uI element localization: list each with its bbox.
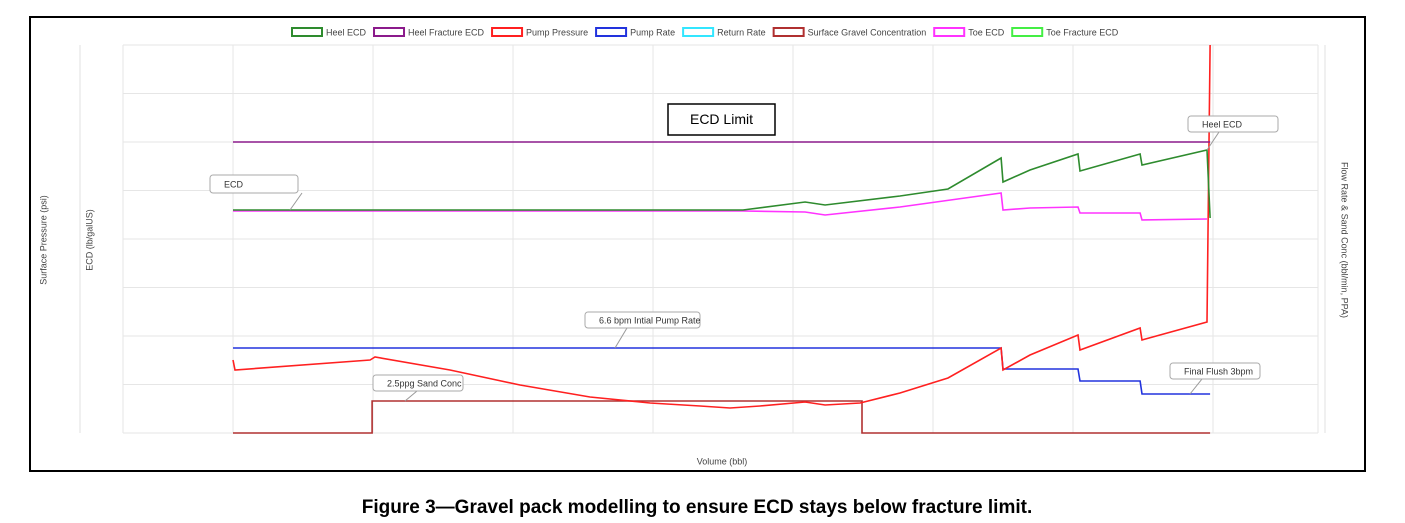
legend-label: Toe Fracture ECD — [1046, 27, 1119, 37]
series-line — [233, 149, 1211, 219]
legend-label: Return Rate — [717, 27, 766, 37]
callout-pointer — [404, 390, 418, 402]
annotation: 6.6 bpm Intial Pump Rate — [599, 315, 701, 325]
legend-label: Toe ECD — [968, 27, 1005, 37]
caption: Figure 3—Gravel pack modelling to ensure… — [362, 497, 1032, 518]
legend-swatch — [1011, 27, 1044, 37]
legend-label: Surface Gravel Concentration — [808, 27, 927, 37]
legend-label: Pump Pressure — [526, 27, 588, 37]
annotation: Final Flush 3bpm — [1184, 366, 1253, 376]
frame — [29, 16, 1366, 472]
legend-label: Pump Rate — [630, 27, 675, 37]
callout-pointer — [614, 327, 628, 349]
callout-box — [1169, 362, 1261, 380]
legend-swatch — [772, 27, 805, 37]
legend-swatch — [595, 27, 628, 37]
annotation: ECD — [224, 179, 244, 189]
callout-box — [1187, 115, 1279, 133]
legend-swatch — [682, 27, 715, 37]
series-line — [233, 400, 1211, 434]
legend-swatch — [291, 27, 323, 37]
callout-box — [209, 174, 299, 194]
annotation: Heel ECD — [1202, 119, 1243, 129]
callout-box — [667, 103, 776, 136]
series-line — [232, 44, 1211, 409]
series-line — [233, 192, 1208, 221]
callout-box — [372, 374, 464, 392]
legend-swatch — [491, 27, 524, 37]
callout-pointer — [1189, 378, 1203, 395]
legend-label: Heel ECD — [326, 27, 367, 37]
y2-axis-label: Flow Rate & Sand Conc (bbl/min, PPA) — [1340, 162, 1350, 318]
y-axis-label: Surface Pressure (psi) — [38, 195, 48, 285]
callout-pointer — [289, 192, 303, 211]
legend-label: Heel Fracture ECD — [408, 27, 485, 37]
annotation: 2.5ppg Sand Conc — [387, 378, 462, 388]
callout-pointer — [1206, 131, 1220, 151]
legend-swatch — [373, 27, 406, 37]
callout-box — [584, 311, 701, 329]
annotation: ECD Limit — [690, 111, 753, 127]
x-axis-label: Volume (bbl) — [697, 456, 748, 466]
legend-swatch — [933, 27, 966, 37]
y-axis-label: ECD (lb/galUS) — [84, 209, 94, 271]
